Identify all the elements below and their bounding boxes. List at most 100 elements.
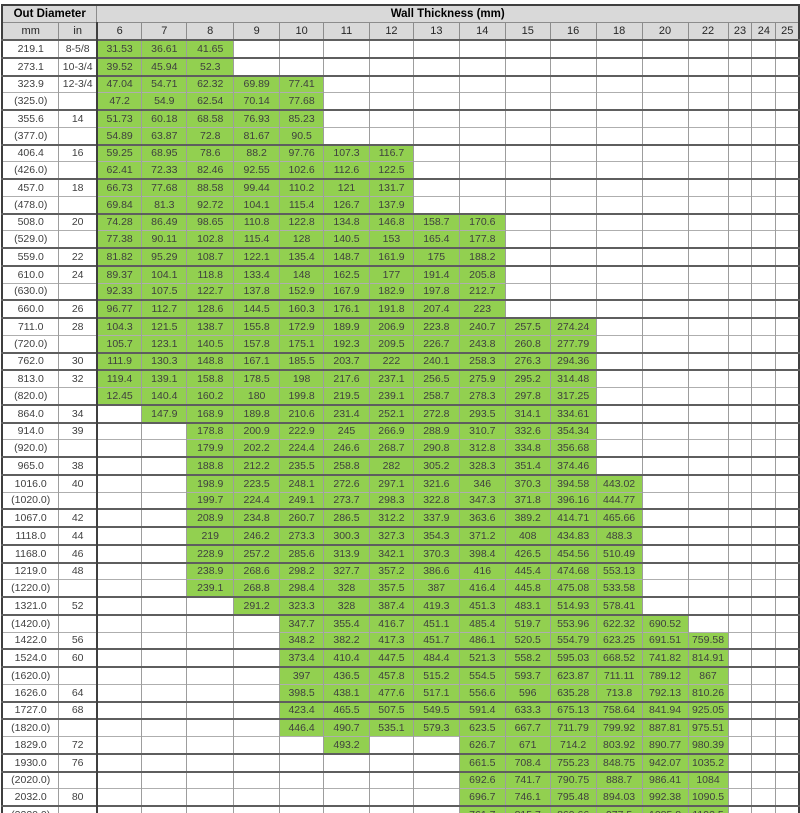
weight-cell-14: 485.4	[458, 613, 506, 632]
weight-cell-10: 248.1	[279, 473, 325, 492]
weight-cell-11	[323, 788, 370, 806]
weight-cell-14: 451.3	[458, 596, 506, 615]
row-label-in: 8-5/8	[58, 39, 98, 58]
weight-cell-7: 86.49	[141, 212, 188, 231]
weight-cell-14: 398.4	[458, 543, 506, 563]
row-label-in	[58, 126, 98, 145]
weight-cell-14: 293.5	[458, 403, 506, 423]
header-row-groups: Out Diameter Wall Thickness (mm)	[1, 4, 800, 23]
weight-cell-10: 90.5	[279, 126, 325, 145]
weight-cell-6: 105.7	[95, 334, 143, 353]
weight-cell-15	[504, 39, 551, 58]
weight-cell-7	[141, 579, 188, 597]
weight-cell-14: 363.6	[458, 508, 506, 527]
weight-cell-13: 451.7	[412, 631, 460, 650]
weight-cell-6: 39.52	[95, 56, 143, 76]
weight-cell-10: 323.3	[279, 596, 325, 615]
weight-cell-9: 257.2	[233, 543, 281, 563]
weight-cell-12	[368, 92, 414, 110]
weight-cell-8: 62.54	[186, 92, 235, 110]
weight-cell-22	[687, 74, 729, 93]
weight-cell-6: 111.9	[95, 351, 143, 371]
weight-cell-24	[751, 579, 777, 597]
weight-cell-9: 92.55	[233, 161, 281, 179]
weight-cell-25	[775, 247, 800, 266]
weight-cell-13	[412, 735, 460, 754]
weight-cell-14: 591.4	[458, 700, 506, 720]
weight-cell-23	[727, 579, 753, 597]
weight-cell-23	[727, 195, 753, 214]
weight-cell-20	[641, 543, 689, 563]
weight-cell-13: 290.8	[412, 439, 460, 457]
weight-cell-11: 436.5	[323, 665, 370, 685]
weight-cell-12	[368, 39, 414, 58]
weight-cell-8: 128.6	[186, 299, 235, 318]
table-row: 1219.0 48 238.9 268.6 298.2 327.7 357.2 386.6 41…	[1, 561, 800, 580]
weight-cell-22	[687, 126, 729, 145]
weight-cell-23	[727, 508, 753, 527]
row-label-in: 16	[58, 143, 98, 162]
row-label-in	[58, 805, 98, 813]
weight-cell-15: 332.6	[504, 421, 551, 440]
weight-cell-16: 374.46	[549, 456, 597, 475]
table-row: 1524.0 60 373.4 410.4 447.5 484.4 521.3 558.2 59…	[1, 648, 800, 667]
weight-cell-7	[141, 788, 188, 806]
weight-cell-24	[751, 39, 777, 58]
row-label-mm: 914.0	[1, 421, 60, 440]
weight-cell-22	[687, 92, 729, 110]
weight-cell-13: 240.1	[412, 351, 460, 371]
weight-cell-7	[141, 526, 188, 545]
col-header-9: 9	[233, 22, 281, 41]
weight-cell-12	[368, 788, 414, 806]
col-header-23: 23	[727, 22, 753, 41]
row-label-in: 26	[58, 299, 98, 318]
weight-cell-16: 623.87	[549, 665, 597, 685]
weight-cell-13: 165.4	[412, 230, 460, 248]
weight-cell-13	[412, 39, 460, 58]
weight-cell-16: 711.79	[549, 718, 597, 737]
row-label-mm: 1727.0	[1, 700, 60, 720]
weight-cell-16	[549, 212, 597, 231]
weight-cell-6: 54.89	[95, 126, 143, 145]
weight-cell-7: 72.33	[141, 161, 188, 179]
weight-cell-12: 161.9	[368, 247, 414, 266]
row-label-in: 40	[58, 473, 98, 492]
row-label-in: 12-3/4	[58, 74, 98, 93]
pipe-weight-table: Out Diameter Wall Thickness (mm) mm in 6 7 8 9 1…	[1, 4, 800, 813]
weight-cell-24	[751, 126, 777, 145]
weight-cell-20: 992.38	[641, 788, 689, 806]
weight-cell-14	[458, 108, 506, 128]
weight-cell-16: 635.28	[549, 683, 597, 702]
weight-cell-18: 443.02	[595, 473, 643, 492]
weight-cell-6: 81.82	[95, 247, 143, 266]
weight-cell-13: 256.5	[412, 369, 460, 388]
row-label-in: 38	[58, 456, 98, 475]
row-label-mm: (325.0)	[1, 92, 60, 110]
weight-cell-13: 549.5	[412, 700, 460, 720]
weight-cell-16: 354.34	[549, 421, 597, 440]
weight-cell-6	[95, 473, 143, 492]
weight-cell-16	[549, 299, 597, 318]
table-row: (920.0) 179.9 202.2 224.4 246.6 268.7 290.8 312…	[1, 439, 800, 457]
weight-cell-18	[595, 108, 643, 128]
weight-cell-18: 711.11	[595, 665, 643, 685]
weight-cell-23	[727, 526, 753, 545]
weight-cell-23	[727, 491, 753, 510]
row-label-in	[58, 718, 98, 737]
weight-cell-22	[687, 299, 729, 318]
weight-cell-7: 77.68	[141, 177, 188, 197]
weight-cell-23	[727, 161, 753, 179]
weight-cell-11: 272.6	[323, 473, 370, 492]
weight-cell-20	[641, 126, 689, 145]
weight-cell-11: 167.9	[323, 282, 370, 301]
weight-cell-15	[504, 126, 551, 145]
weight-cell-23	[727, 613, 753, 632]
weight-cell-9	[233, 805, 281, 813]
weight-cell-7	[141, 439, 188, 457]
weight-cell-11: 140.5	[323, 230, 370, 248]
weight-cell-12: 357.2	[368, 561, 414, 580]
weight-cell-7: 140.4	[141, 386, 188, 405]
weight-cell-8: 239.1	[186, 579, 235, 597]
weight-cell-20	[641, 195, 689, 214]
weight-cell-12: 417.3	[368, 631, 414, 650]
